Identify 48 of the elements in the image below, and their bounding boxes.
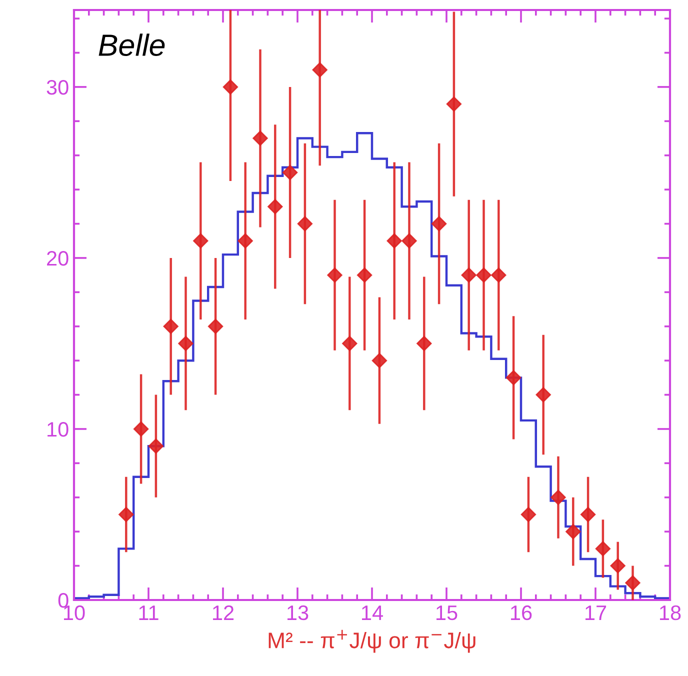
point (386, 233, 402, 248)
x-tick-label: 15 (436, 606, 458, 620)
point (580, 506, 596, 522)
point (536, 387, 551, 402)
point (327, 268, 342, 283)
y-tick-label: 10 (48, 422, 68, 437)
annotation: Belle (98, 34, 165, 56)
x-tick-label: 11 (139, 606, 158, 620)
point (342, 336, 358, 352)
point (312, 62, 328, 78)
point (268, 199, 283, 214)
point (506, 370, 522, 386)
point (252, 130, 268, 146)
point (133, 421, 149, 437)
x-tick-label: 18 (660, 605, 681, 620)
point (416, 336, 432, 352)
point (148, 438, 164, 454)
y-tick-label: 20 (47, 250, 68, 266)
x-tick-label: 12 (213, 605, 234, 620)
point (566, 524, 581, 540)
point (446, 96, 462, 112)
point (476, 268, 492, 283)
point (625, 575, 640, 590)
point (208, 318, 224, 334)
point (520, 506, 536, 522)
x-tick-label: 14 (362, 606, 383, 620)
point (431, 216, 447, 232)
x-axis-title: M² -- π$^{+}$J/ψ or π$^{−}$J/ψ (268, 630, 476, 653)
point (238, 233, 253, 248)
point (297, 216, 313, 232)
point (610, 558, 626, 574)
x-tick-label: 13 (288, 605, 308, 620)
point (491, 268, 506, 283)
point (372, 353, 388, 368)
y-tick-label: 30 (46, 80, 68, 95)
point (118, 506, 134, 522)
point (595, 541, 611, 556)
point (461, 268, 476, 283)
point (222, 79, 238, 95)
x-tick-label: 17 (586, 606, 606, 620)
point (163, 318, 178, 334)
point (550, 490, 566, 505)
point (193, 233, 208, 248)
point (178, 336, 194, 352)
point (356, 268, 372, 283)
point (282, 164, 298, 180)
x-tick-label: 16 (511, 605, 532, 620)
point (402, 233, 417, 248)
